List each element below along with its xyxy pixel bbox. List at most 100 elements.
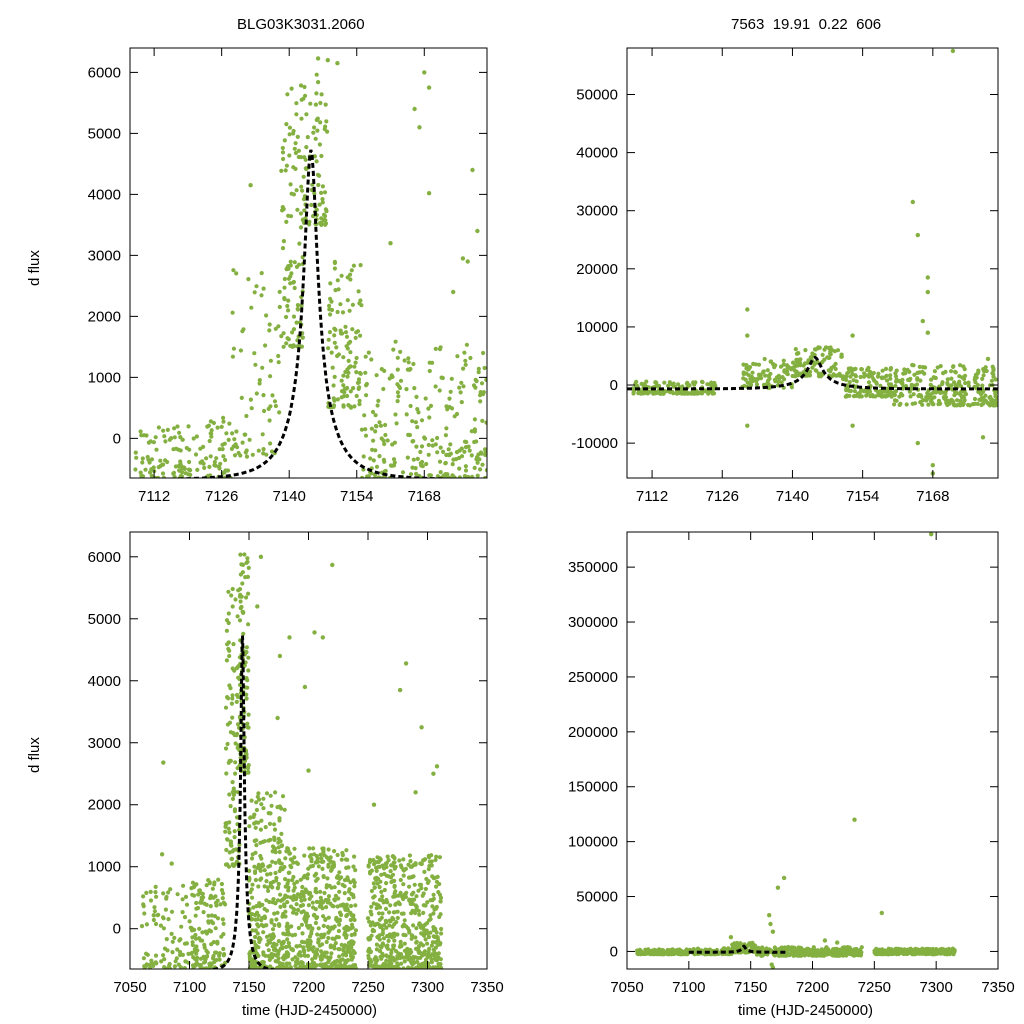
data-point — [466, 474, 471, 478]
data-point — [399, 961, 404, 966]
data-point — [392, 866, 397, 871]
data-point — [345, 912, 350, 918]
data-point — [234, 815, 240, 820]
data-point — [398, 890, 403, 895]
data-point — [274, 953, 279, 958]
data-point — [153, 953, 159, 958]
data-point — [349, 268, 354, 273]
data-point — [683, 390, 688, 395]
data-point — [250, 895, 255, 900]
data-point — [396, 893, 401, 898]
x-tick-label: 7350 — [470, 979, 503, 996]
data-point — [278, 892, 283, 897]
data-point — [284, 122, 289, 127]
data-point — [972, 396, 978, 402]
y-axis-label-top: d flux — [26, 250, 43, 286]
data-point — [332, 849, 337, 854]
data-point — [634, 379, 639, 384]
data-point — [381, 942, 386, 947]
stats-title: 7563 19.91 0.22 606 — [731, 16, 882, 33]
data-point — [412, 882, 417, 887]
data-point — [437, 855, 442, 860]
data-point — [392, 922, 397, 927]
data-point — [290, 344, 295, 349]
data-point — [431, 947, 436, 953]
x-tick-label: 7200 — [796, 979, 829, 996]
data-point — [375, 403, 380, 408]
data-point — [324, 883, 329, 888]
data-point — [276, 324, 281, 329]
data-point — [336, 881, 341, 886]
data-point — [417, 922, 422, 927]
data-point — [298, 225, 304, 230]
data-point — [411, 457, 416, 462]
data-point — [156, 465, 161, 470]
data-point — [888, 948, 893, 954]
data-point — [140, 456, 145, 461]
data-point — [249, 887, 254, 892]
data-point — [922, 371, 927, 376]
data-point — [341, 966, 346, 969]
data-point — [277, 816, 282, 821]
data-point — [291, 888, 296, 893]
data-point — [256, 820, 261, 825]
data-point — [861, 389, 867, 394]
data-point — [344, 960, 349, 965]
data-point — [289, 191, 294, 196]
data-point — [143, 467, 148, 472]
y-tick-label: 3000 — [88, 247, 121, 264]
data-point — [224, 628, 229, 633]
data-point — [752, 943, 758, 948]
data-point — [351, 949, 356, 954]
data-point — [427, 946, 432, 952]
data-point — [379, 889, 384, 895]
data-point — [417, 125, 422, 130]
data-point — [210, 886, 215, 891]
data-point — [430, 443, 435, 448]
data-point — [182, 915, 188, 920]
data-point — [204, 456, 209, 461]
data-point — [797, 371, 802, 376]
data-point — [342, 390, 347, 395]
data-point — [341, 383, 346, 388]
data-point — [656, 390, 661, 395]
data-point — [423, 886, 428, 892]
data-point — [343, 369, 348, 375]
data-point — [369, 426, 374, 431]
data-point — [280, 794, 286, 799]
data-point — [993, 391, 998, 396]
data-point — [376, 398, 381, 403]
data-point — [231, 863, 236, 868]
data-point — [212, 463, 217, 468]
data-point — [880, 368, 885, 373]
data-point — [268, 871, 273, 876]
data-point — [379, 956, 384, 961]
data-point — [155, 913, 160, 918]
data-point — [991, 366, 996, 371]
data-point — [392, 938, 397, 943]
data-point — [349, 913, 354, 918]
data-point — [258, 827, 263, 832]
data-point — [406, 862, 411, 867]
data-point — [928, 394, 933, 399]
data-point — [317, 202, 322, 207]
data-point — [408, 955, 413, 961]
data-point — [285, 336, 290, 341]
data-point — [301, 945, 306, 950]
data-point — [320, 964, 325, 969]
data-point — [983, 393, 988, 398]
data-point — [214, 957, 219, 963]
data-point — [286, 941, 291, 946]
data-point — [368, 923, 373, 928]
data-point — [414, 894, 419, 899]
data-point — [382, 887, 387, 893]
data-point — [476, 370, 481, 375]
data-point — [395, 390, 400, 395]
data-point — [219, 424, 224, 429]
data-point — [982, 368, 987, 373]
data-point — [366, 350, 371, 355]
data-point — [287, 132, 292, 137]
data-point — [910, 401, 915, 406]
data-point — [277, 922, 282, 927]
data-point — [273, 870, 278, 876]
